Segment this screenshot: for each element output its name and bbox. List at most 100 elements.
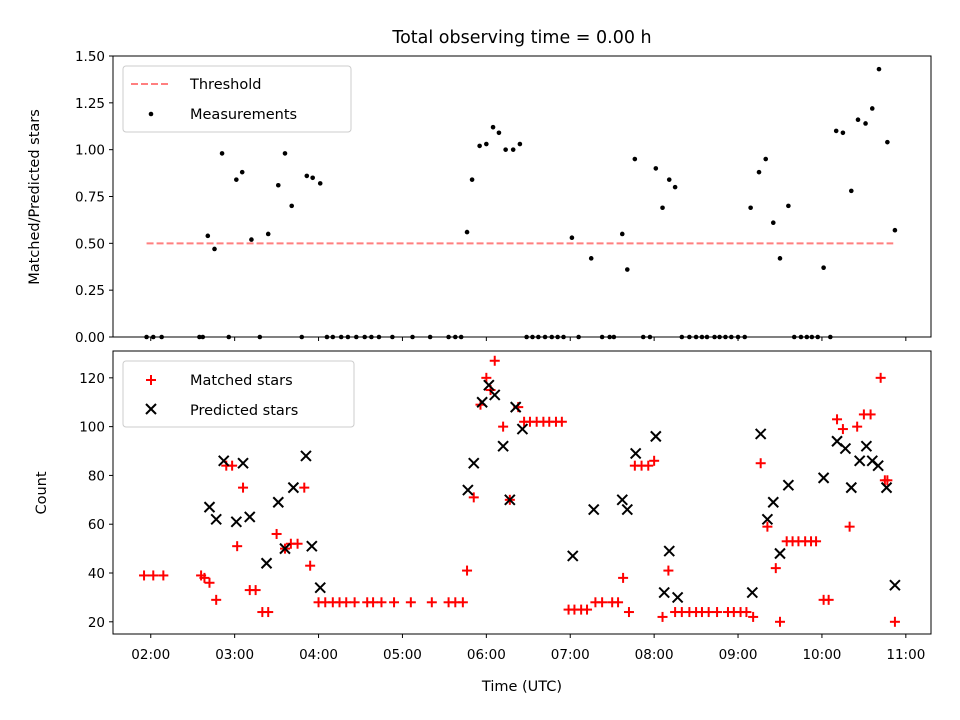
measurement-point	[477, 143, 482, 149]
measurement-point	[354, 334, 359, 340]
predicted-star-point	[287, 481, 300, 494]
matched-star-point	[389, 597, 400, 608]
measurement-point	[770, 220, 776, 226]
predicted-star-point-b	[774, 547, 786, 560]
measurement-point	[226, 334, 232, 340]
measurement-point	[304, 173, 310, 179]
predicted-star-point-b	[845, 481, 858, 494]
measurement-point	[549, 334, 555, 340]
measurement-point	[561, 334, 566, 340]
predicted-star-point	[468, 457, 480, 469]
x-tick-label: 02:00	[131, 647, 170, 663]
measurement-point	[200, 334, 206, 340]
measurement-point	[239, 169, 245, 175]
measurement-point	[756, 169, 762, 175]
measurement-point	[791, 334, 797, 340]
matched-star-point	[875, 372, 886, 383]
top-y-tick-label: 0.25	[75, 283, 105, 299]
measurement-point	[265, 231, 271, 237]
measurement-point	[517, 141, 523, 147]
predicted-star-point-b	[889, 579, 901, 591]
predicted-star-point	[218, 455, 230, 467]
matched-star-point	[238, 482, 249, 493]
matched-star-point	[762, 521, 773, 532]
measurement-point	[249, 237, 254, 242]
measurement-point	[588, 256, 594, 261]
predicted-star-point	[746, 586, 759, 599]
matched-star-point	[748, 611, 759, 622]
top-y-tick-label: 1.25	[75, 96, 105, 112]
predicted-star-point	[510, 401, 522, 413]
matched-star-point	[204, 577, 215, 588]
measurement-point	[197, 334, 202, 340]
measurement-point	[542, 334, 548, 340]
measurement-point	[828, 334, 833, 340]
bottom-y-tick-label: 40	[88, 566, 105, 582]
predicted-star-point-b	[306, 540, 318, 552]
matched-star-point	[457, 597, 468, 608]
predicted-star-point-b	[237, 457, 249, 469]
legend-entry-predicted-stars: Predicted stars	[190, 403, 298, 419]
measurement-point	[330, 334, 336, 340]
predicted-star-point	[671, 591, 684, 604]
bottom-marks: 20 40 60 80 100 120 02:00 03:00 04:00 05:00 06:00 0…	[79, 355, 925, 663]
bottom-legend: Matched stars Predicted stars	[122, 360, 355, 428]
predicted-star-point	[629, 447, 642, 460]
legend-entry-threshold: Threshold	[189, 77, 261, 93]
measurement-point	[310, 175, 315, 181]
matched-star-point	[811, 536, 822, 547]
predicted-star-point-b	[880, 481, 893, 494]
measurement-point	[748, 205, 753, 211]
predicted-star-point-b	[650, 430, 662, 443]
measurement-point	[569, 235, 575, 241]
x-tick-label: 04:00	[299, 647, 338, 663]
x-axis-label: Time (UTC)	[481, 679, 562, 695]
predicted-star-point	[462, 484, 474, 496]
measurement-point	[338, 334, 344, 340]
predicted-star-point-b	[218, 455, 230, 467]
predicted-star-point-b	[621, 503, 633, 516]
bottom-y-tick-label: 80	[88, 468, 105, 484]
matched-star-point	[597, 597, 608, 608]
measurement-point	[892, 227, 898, 233]
measurement-point	[496, 130, 502, 136]
bottom-axes-frame	[112, 350, 932, 635]
measurement-point	[530, 334, 535, 340]
measurement-point	[469, 177, 475, 182]
matched-star-point	[498, 421, 509, 432]
predicted-star-point-b	[287, 481, 300, 494]
matched-star-point	[712, 607, 723, 618]
predicted-star-point	[489, 389, 501, 401]
predicted-stars-legend-marker	[145, 403, 157, 415]
measurement-point	[647, 334, 653, 340]
predicted-star-point-b	[663, 545, 675, 557]
measurement-point	[632, 156, 638, 162]
predicted-star-point	[260, 557, 273, 569]
predicted-star-point-b	[853, 455, 866, 467]
predicted-star-point-b	[629, 447, 642, 460]
matched-star-point	[882, 475, 893, 486]
predicted-star-point-b	[504, 494, 516, 506]
predicted-star-point	[300, 450, 312, 462]
measurement-point	[863, 121, 868, 126]
predicted-star-point	[889, 579, 901, 591]
legend-entry-matched-stars: Matched stars	[190, 373, 293, 389]
predicted-star-point	[244, 511, 256, 523]
predicted-star-point-b	[203, 501, 216, 513]
matched-star-point	[481, 372, 492, 383]
predicted-star-point	[853, 455, 866, 467]
measurement-point	[453, 334, 458, 340]
measurement-point	[848, 188, 854, 194]
measurement-point	[660, 205, 665, 211]
bottom-y-tick-label: 120	[79, 371, 105, 387]
matched-star-point	[774, 616, 785, 627]
measurement-point	[376, 334, 382, 340]
measurement-point	[510, 147, 516, 152]
predicted-star-point-b	[244, 511, 256, 523]
matched-star-point	[405, 597, 416, 608]
matched-star-point	[263, 607, 274, 618]
matched-star-point	[299, 482, 310, 493]
predicted-star-point	[880, 481, 893, 494]
measurement-point	[876, 66, 882, 72]
